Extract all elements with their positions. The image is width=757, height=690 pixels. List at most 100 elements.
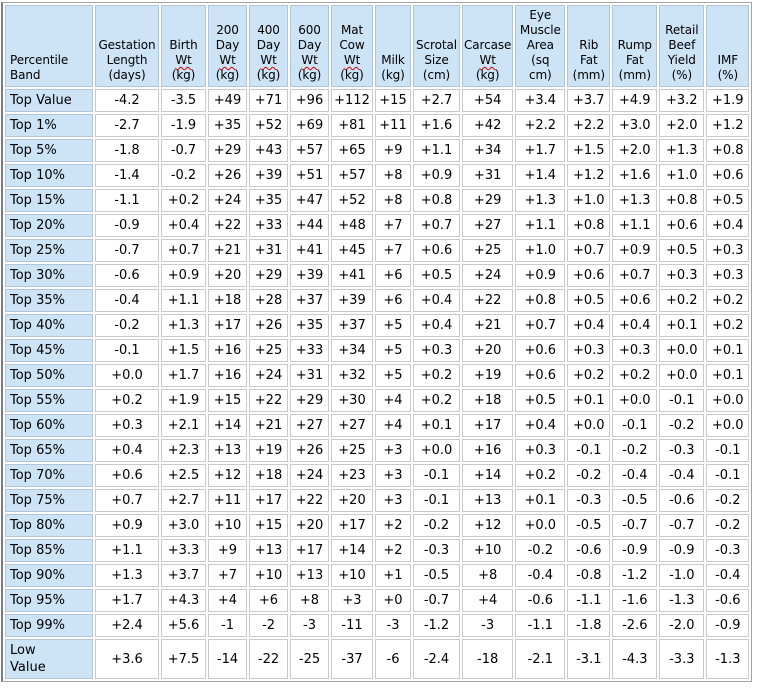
row-band-label: Low Value	[5, 639, 93, 679]
ebv-value-cell: +0.6	[95, 464, 159, 487]
ebv-value-cell: +13	[462, 489, 514, 512]
ebv-value-cell: +0.5	[413, 264, 460, 287]
header-line: 600	[298, 23, 321, 37]
ebv-value-cell: -0.2	[413, 514, 460, 537]
ebv-value-cell: +0.9	[515, 264, 566, 287]
header-line: (sq	[531, 53, 550, 67]
ebv-value-cell: +69	[290, 114, 329, 137]
ebv-value-cell: +6	[249, 589, 288, 612]
ebv-value-cell: +2.4	[95, 614, 159, 637]
ebv-value-cell: +0.6	[612, 289, 658, 312]
ebv-value-cell: +3.6	[95, 639, 159, 679]
ebv-value-cell: +28	[249, 289, 288, 312]
ebv-value-cell: +1.3	[659, 139, 705, 162]
row-band-label: Top 85%	[5, 539, 93, 562]
ebv-value-cell: +27	[290, 414, 329, 437]
ebv-value-cell: -2.1	[515, 639, 566, 679]
column-header-600-day-wt-kg: 600 Day Wt (kg)	[290, 5, 329, 87]
ebv-value-cell: +0.2	[161, 189, 206, 212]
ebv-value-cell: +2.5	[161, 464, 206, 487]
ebv-value-cell: +0.3	[567, 339, 611, 362]
ebv-value-cell: +12	[208, 464, 247, 487]
ebv-value-cell: +0.5	[706, 189, 750, 212]
ebv-value-cell: +9	[208, 539, 247, 562]
ebv-value-cell: +20	[462, 339, 514, 362]
ebv-value-cell: +8	[290, 589, 329, 612]
header-line: Gestation	[98, 38, 156, 52]
ebv-value-cell: +9	[375, 139, 411, 162]
row-band-label: Top 30%	[5, 264, 93, 287]
ebv-value-cell: +5.6	[161, 614, 206, 637]
header-line: Yield	[667, 53, 696, 67]
ebv-value-cell: +1.9	[706, 89, 750, 112]
ebv-value-cell: -0.2	[95, 314, 159, 337]
ebv-value-cell: +15	[208, 389, 247, 412]
ebv-value-cell: +26	[290, 439, 329, 462]
ebv-value-cell: +25	[462, 239, 514, 262]
ebv-value-cell: +31	[462, 164, 514, 187]
ebv-value-cell: +32	[331, 364, 373, 387]
ebv-value-cell: +39	[249, 164, 288, 187]
ebv-value-cell: +0.2	[95, 389, 159, 412]
table-row: Top 85% +1.1 +3.3 +9 +13 +17 +14 +2 -0.3 +10 -0.2-…	[5, 539, 750, 562]
ebv-value-cell: +0.3	[706, 239, 750, 262]
row-band-label: Top 70%	[5, 464, 93, 487]
ebv-value-cell: -0.1	[413, 464, 460, 487]
ebv-value-cell: +27	[462, 214, 514, 237]
ebv-value-cell: +23	[331, 464, 373, 487]
ebv-value-cell: +0.4	[413, 289, 460, 312]
ebv-value-cell: +19	[249, 439, 288, 462]
ebv-value-cell: +29	[249, 264, 288, 287]
ebv-value-cell: +0.1	[567, 389, 611, 412]
ebv-value-cell: +0.3	[706, 264, 750, 287]
header-line: Wt	[343, 53, 361, 67]
ebv-value-cell: -0.7	[95, 239, 159, 262]
row-band-label: Top 1%	[5, 114, 93, 137]
header-line: Day	[297, 38, 322, 52]
table-row: Top 70% +0.6 +2.5 +12 +18 +24 +23 +3 -0.1 +14 +0.2…	[5, 464, 750, 487]
ebv-value-cell: +0.6	[515, 364, 566, 387]
ebv-value-cell: +7	[375, 239, 411, 262]
ebv-value-cell: +0.2	[612, 364, 658, 387]
ebv-value-cell: +2.2	[515, 114, 566, 137]
ebv-value-cell: -0.2	[161, 164, 206, 187]
ebv-value-cell: +0.8	[706, 139, 750, 162]
ebv-value-cell: +65	[331, 139, 373, 162]
ebv-value-cell: +0.2	[706, 314, 750, 337]
table-row: Low Value +3.6 +7.5 -14 -22 -25 -37 -6 -2.4 -18 -2…	[5, 639, 750, 679]
header-line: Beef	[668, 38, 696, 52]
ebv-value-cell: +0.0	[95, 364, 159, 387]
ebv-value-cell: +27	[331, 414, 373, 437]
ebv-value-cell: +0.2	[515, 464, 566, 487]
ebv-value-cell: +0.5	[659, 239, 705, 262]
ebv-value-cell: +0.2	[567, 364, 611, 387]
column-header-imf: IMF (%)	[706, 5, 750, 87]
header-line: Wt	[479, 53, 496, 67]
row-band-label: Top 50%	[5, 364, 93, 387]
ebv-value-cell: +2.0	[612, 139, 658, 162]
ebv-value-cell: -1.3	[659, 589, 705, 612]
ebv-value-cell: +1.3	[515, 189, 566, 212]
ebv-value-cell: -1.9	[161, 114, 206, 137]
ebv-value-cell: +8	[462, 564, 514, 587]
ebv-value-cell: +1.5	[567, 139, 611, 162]
row-band-label: Top 80%	[5, 514, 93, 537]
header-line: Band	[10, 68, 41, 82]
ebv-value-cell: -0.3	[706, 539, 750, 562]
ebv-value-cell: +24	[462, 264, 514, 287]
ebv-value-cell: -0.1	[706, 439, 750, 462]
ebv-value-cell: -0.9	[612, 539, 658, 562]
ebv-value-cell: +42	[462, 114, 514, 137]
ebv-value-cell: +0.8	[567, 214, 611, 237]
ebv-value-cell: +1.1	[161, 289, 206, 312]
ebv-value-cell: +16	[208, 364, 247, 387]
ebv-value-cell: +15	[375, 89, 411, 112]
ebv-value-cell: +0.1	[659, 314, 705, 337]
ebv-value-cell: +10	[208, 514, 247, 537]
ebv-value-cell: +3.0	[612, 114, 658, 137]
header-line: Wt	[260, 53, 277, 67]
ebv-value-cell: +20	[290, 514, 329, 537]
ebv-value-cell: -0.4	[95, 289, 159, 312]
ebv-value-cell: +1.0	[567, 189, 611, 212]
ebv-value-cell: +49	[208, 89, 247, 112]
